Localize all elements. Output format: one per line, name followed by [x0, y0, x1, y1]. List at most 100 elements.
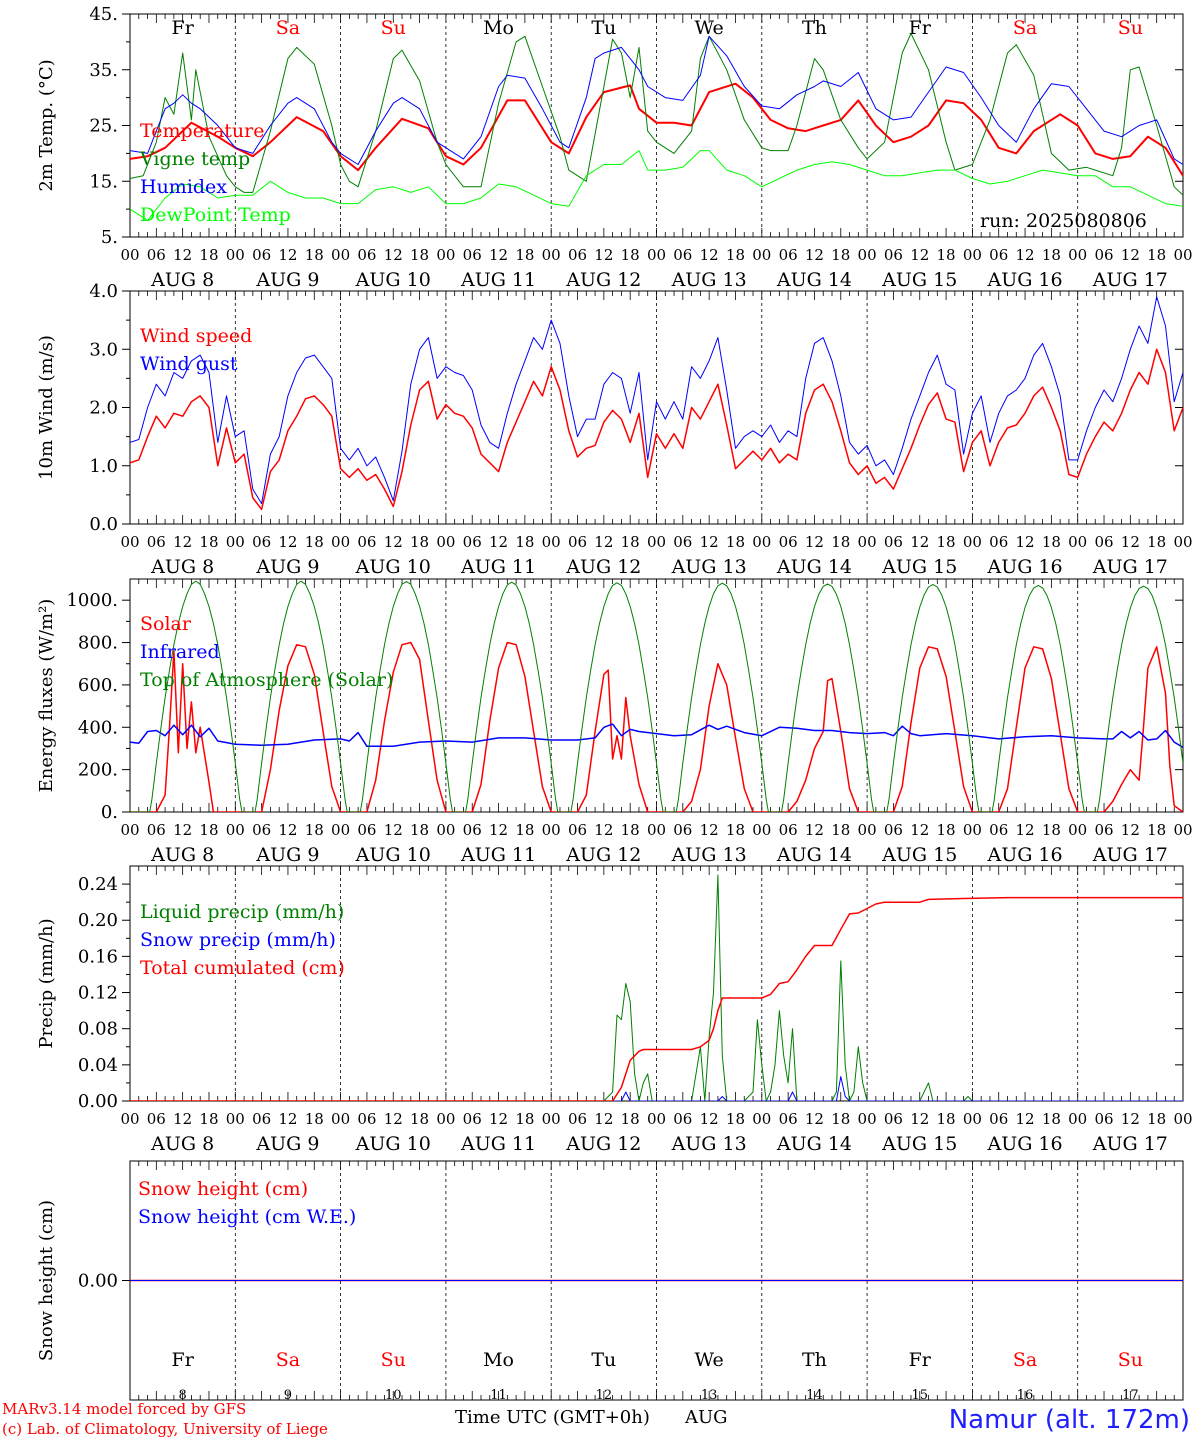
hour-tick-label: 00 — [647, 246, 666, 264]
date-label: AUG 12 — [565, 556, 641, 578]
date-label: AUG 15 — [881, 844, 957, 866]
date-label: AUG 12 — [565, 844, 641, 866]
y-tick-label: 45. — [89, 4, 118, 25]
hour-tick-label: 12 — [173, 1110, 192, 1128]
y-tick-label: 5. — [101, 227, 118, 248]
hour-tick-label: 06 — [673, 246, 692, 264]
hour-tick-label: 18 — [305, 821, 324, 839]
hour-tick-label: 00 — [752, 1110, 771, 1128]
y-tick-label: 0.12 — [78, 983, 118, 1004]
hour-tick-label: 00 — [858, 246, 877, 264]
hour-tick-label: 00 — [963, 821, 982, 839]
model-credit-line: MARv3.14 model forced by GFS — [2, 1400, 246, 1418]
hour-tick-label: 00 — [963, 533, 982, 551]
hour-tick-label: 06 — [884, 533, 903, 551]
hour-tick-label: 00 — [331, 533, 350, 551]
hour-tick-label: 00 — [647, 1110, 666, 1128]
hour-tick-label: 18 — [305, 533, 324, 551]
hour-tick-label: 18 — [621, 821, 640, 839]
date-label: AUG 14 — [776, 844, 852, 866]
day-number-label: 14 — [806, 1388, 823, 1403]
hour-tick-label: 18 — [199, 246, 218, 264]
location-label: Namur (alt. 172m) — [949, 1405, 1190, 1435]
hour-tick-label: 18 — [305, 246, 324, 264]
hour-tick-label: 06 — [884, 1110, 903, 1128]
energy-panel: 0. 200. 400. 600. 800. 1000. Energy fluxes (W/… — [36, 578, 1193, 866]
hour-tick-label: 06 — [357, 821, 376, 839]
hour-tick-label: 06 — [252, 533, 271, 551]
date-label: AUG 11 — [460, 1133, 536, 1155]
weekday-label: Th — [802, 17, 827, 39]
hour-tick-label: 18 — [621, 1110, 640, 1128]
date-label: AUG 15 — [881, 556, 957, 578]
hour-tick-label: 00 — [647, 533, 666, 551]
precip-panel: 0.00 0.04 0.08 0.12 0.16 0.20 0.24 Precip (mm/h… — [36, 865, 1193, 1155]
hour-tick-label: 06 — [568, 533, 587, 551]
legend-entry: Wind speed — [140, 325, 252, 347]
date-label: AUG 11 — [460, 844, 536, 866]
weekday-label: Mo — [483, 1349, 514, 1371]
hour-tick-label: 06 — [884, 821, 903, 839]
hour-tick-label: 18 — [621, 246, 640, 264]
hour-tick-label: 12 — [805, 533, 824, 551]
hour-tick-label: 06 — [147, 533, 166, 551]
hour-tick-label: 00 — [436, 533, 455, 551]
hour-tick-label: 12 — [1121, 246, 1140, 264]
hour-tick-label: 06 — [673, 1110, 692, 1128]
series-line-vigne-temp — [130, 33, 1183, 196]
hour-tick-label: 00 — [1068, 533, 1087, 551]
hour-tick-label: 00 — [1173, 821, 1192, 839]
hour-tick-label: 18 — [937, 1110, 956, 1128]
hour-tick-label: 12 — [1121, 821, 1140, 839]
day-number-label: 16 — [1017, 1388, 1034, 1403]
y-tick-label: 25. — [89, 116, 118, 137]
weekday-label: Fr — [172, 17, 195, 39]
hour-tick-label: 12 — [910, 1110, 929, 1128]
hour-tick-label: 12 — [489, 533, 508, 551]
hour-tick-label: 00 — [1068, 246, 1087, 264]
hour-tick-label: 18 — [1147, 533, 1166, 551]
hour-tick-label: 12 — [594, 1110, 613, 1128]
hour-tick-label: 18 — [726, 533, 745, 551]
date-label: AUG 10 — [355, 844, 431, 866]
series-line-total-cumulated-cm- — [130, 896, 1183, 1101]
hour-tick-label: 00 — [542, 821, 561, 839]
hour-tick-label: 00 — [331, 1110, 350, 1128]
y-tick-label: 0.0 — [89, 514, 118, 535]
legend-entry: Solar — [140, 613, 192, 635]
series-line-snow-precip-mm-h- — [130, 1076, 1183, 1101]
date-label: AUG 11 — [460, 556, 536, 578]
weekday-label: Mo — [483, 17, 514, 39]
hour-tick-label: 18 — [937, 246, 956, 264]
hour-tick-label: 06 — [989, 246, 1008, 264]
weekday-label: Tu — [591, 17, 616, 39]
hour-tick-label: 00 — [1068, 1110, 1087, 1128]
y-tick-label: 0.20 — [78, 910, 118, 931]
date-label: AUG 8 — [150, 556, 214, 578]
hour-tick-label: 12 — [278, 533, 297, 551]
weekday-label: We — [695, 17, 724, 39]
y-tick-label: 35. — [89, 60, 118, 81]
hour-tick-label: 00 — [331, 246, 350, 264]
hour-tick-label: 00 — [542, 246, 561, 264]
series-line-solar — [130, 641, 1183, 812]
hour-tick-label: 00 — [858, 533, 877, 551]
chart-panels: 5. 15. 25. 35. 45. 2m Temp. (°C) Fr Sa Su Mo Tu We T… — [36, 4, 1193, 1403]
series-line-temperature — [130, 82, 1183, 177]
precip-y-axis-label: Precip (mm/h) — [36, 918, 57, 1048]
hour-tick-label: 00 — [120, 1110, 139, 1128]
hour-tick-label: 12 — [700, 821, 719, 839]
date-label: AUG 14 — [776, 556, 852, 578]
hour-tick-label: 00 — [752, 246, 771, 264]
hour-tick-label: 00 — [120, 821, 139, 839]
hour-tick-label: 12 — [173, 821, 192, 839]
hour-tick-label: 12 — [1016, 821, 1035, 839]
hour-tick-label: 12 — [1016, 246, 1035, 264]
series-line-wind-speed — [130, 348, 1183, 511]
date-label: AUG 10 — [355, 1133, 431, 1155]
date-label: AUG 9 — [255, 1133, 319, 1155]
day-number-label: 12 — [596, 1388, 613, 1403]
hour-tick-label: 18 — [726, 821, 745, 839]
hour-tick-label: 12 — [805, 1110, 824, 1128]
